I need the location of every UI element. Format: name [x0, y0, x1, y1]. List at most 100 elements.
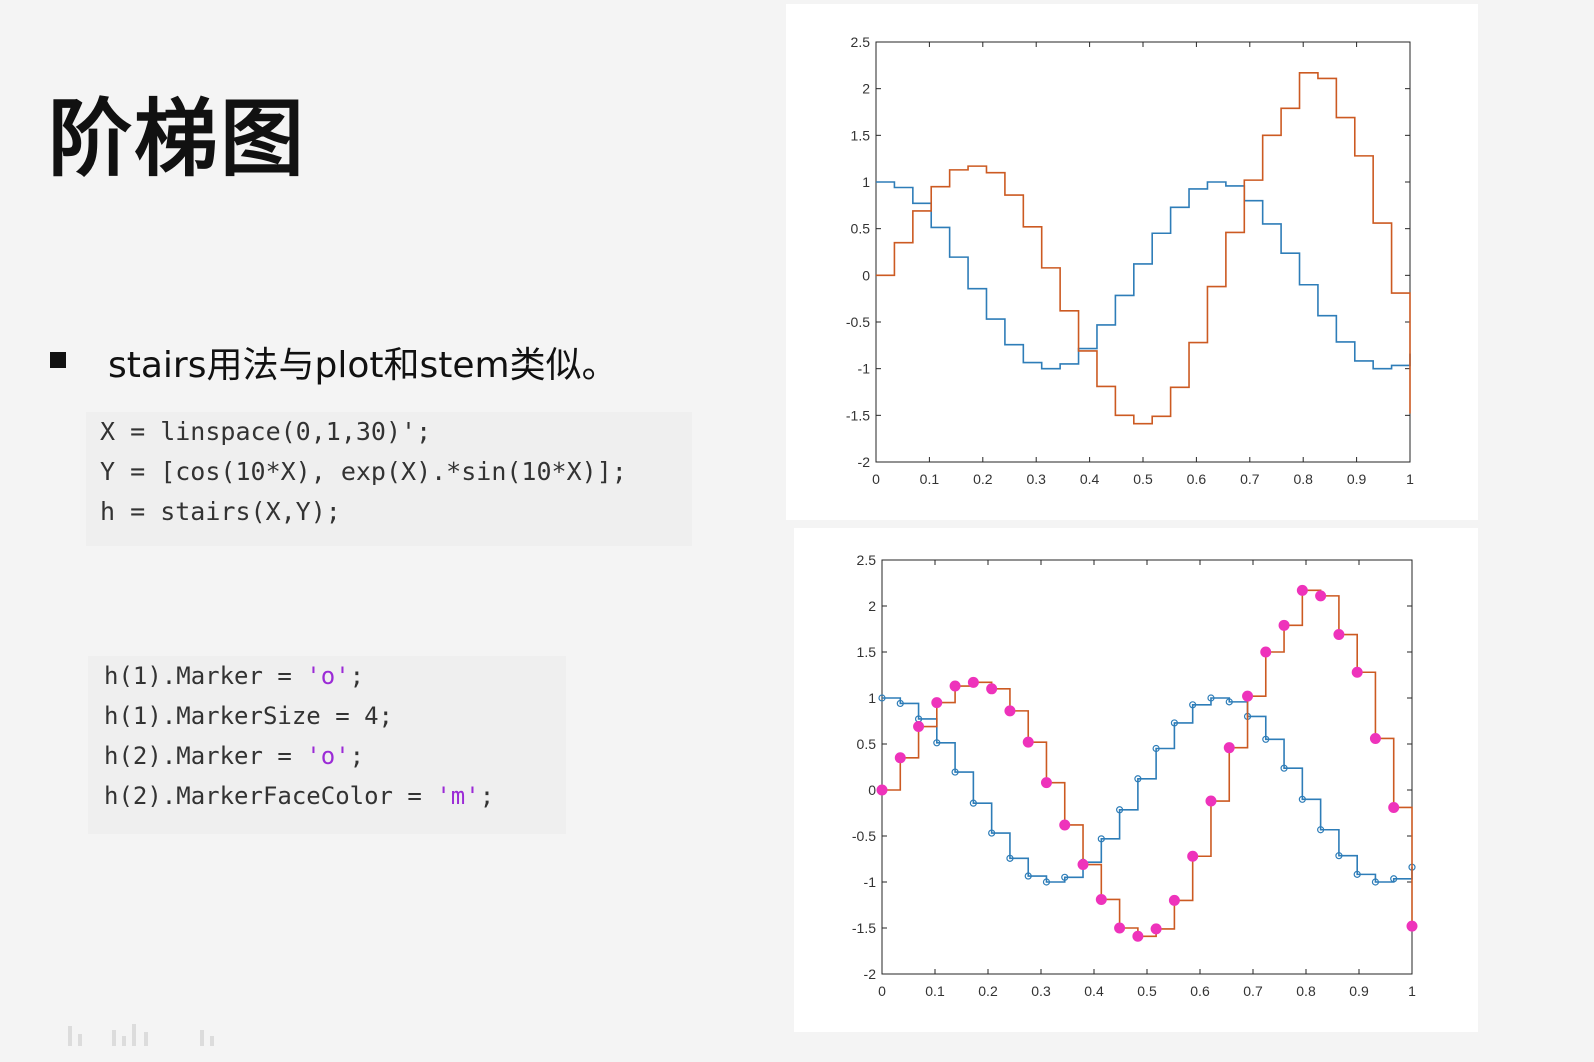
series-2-marker — [1223, 742, 1235, 754]
series-1-marker — [1024, 872, 1032, 880]
series-1-marker — [969, 799, 977, 807]
y-tick-label: -0.5 — [846, 314, 870, 330]
series-2-marker — [1351, 666, 1363, 678]
code-block-markers: h(1).Marker = 'o'; h(1).MarkerSize = 4; … — [88, 656, 566, 834]
code-text: h(1).Marker = — [104, 662, 307, 690]
code-line: h(1).MarkerSize = 4; — [88, 696, 566, 736]
code-line: h(2).Marker = 'o'; — [88, 736, 566, 776]
series-2-marker — [1278, 619, 1290, 631]
series-1-marker — [1280, 764, 1288, 772]
y-tick-label: 0.5 — [851, 221, 871, 237]
stairs-marker-plot-panel: 0 0.1 0.2 0.3 0.4 0.5 0.6 0.7 0.8 0.9 1 2.5 2 1.5 1 0.5… — [794, 528, 1478, 1032]
x-tick-label: 1 — [1408, 983, 1416, 999]
slide-title: 阶梯图 — [48, 90, 307, 188]
x-tick-label: 0 — [872, 471, 880, 487]
code-string: 'o' — [306, 742, 350, 770]
x-tick-label: 0.1 — [920, 471, 940, 487]
x-tick-label: 0.2 — [973, 471, 993, 487]
plot-area — [875, 41, 1411, 463]
series-2-marker — [1168, 894, 1180, 906]
series-1-marker — [988, 829, 996, 837]
code-text: h(1).MarkerSize = 4; — [104, 702, 393, 730]
series-2-marker — [1187, 850, 1199, 862]
series-2-marker — [1004, 705, 1016, 717]
series-1-marker — [1006, 854, 1014, 862]
bullet-square-icon — [50, 352, 66, 368]
code-text: ; — [479, 782, 495, 810]
series-1-marker — [951, 768, 959, 776]
series-2-marker — [931, 697, 943, 709]
y-tick-label: 1.5 — [851, 127, 871, 143]
code-text: ; — [349, 742, 365, 770]
x-tick-label: 0.5 — [1133, 471, 1153, 487]
series-1-marker — [878, 694, 886, 702]
y-tick-label: -1.5 — [852, 920, 876, 936]
y-tick-label: -2 — [864, 966, 877, 982]
y-tick-label: 0 — [868, 782, 876, 798]
x-tick-label: 0.6 — [1190, 983, 1210, 999]
code-line: X = linspace(0,1,30)'; — [100, 417, 432, 446]
series-2-marker — [1114, 922, 1126, 934]
series-2-marker — [1205, 795, 1217, 807]
series-2-marker — [1132, 930, 1144, 942]
series-2-marker — [876, 784, 888, 796]
x-tick-label: 0.6 — [1187, 471, 1207, 487]
series-2-marker — [1406, 920, 1418, 932]
y-tick-label: -1 — [858, 361, 871, 377]
y-tick-label: -1 — [864, 874, 877, 890]
stairs-marker-plot-svg: 0 0.1 0.2 0.3 0.4 0.5 0.6 0.7 0.8 0.9 1 2.5 2 1.5 1 0.5… — [852, 552, 1418, 999]
series-1-marker — [1371, 878, 1380, 886]
y-tick-label: 0.5 — [857, 736, 877, 752]
series-2-marker — [1333, 629, 1345, 641]
series-2-marker — [894, 752, 906, 764]
code-string: 'o' — [306, 662, 350, 690]
x-tick-label: 0.7 — [1243, 983, 1263, 999]
series-2-marker — [1022, 736, 1034, 748]
series-1-stairs-line — [876, 181, 1411, 370]
stairs-plot-svg: 0 0.1 0.2 0.3 0.4 0.5 0.6 0.7 0.8 0.9 1 2.5 2 1.5 1 0.5… — [846, 34, 1414, 487]
code-text: h(2).Marker = — [104, 742, 307, 770]
code-line: h = stairs(X,Y); — [100, 497, 341, 526]
series-1-marker — [1189, 701, 1197, 709]
series-1-marker — [1042, 878, 1051, 886]
series-2-marker — [1040, 777, 1052, 789]
series-1-marker — [1262, 735, 1270, 743]
code-text: h(2).MarkerFaceColor = — [104, 782, 437, 810]
code-block-stairs: X = linspace(0,1,30)'; Y = [cos(10*X), e… — [86, 412, 692, 546]
series-1-marker — [1207, 694, 1215, 702]
x-tick-label: 0.9 — [1349, 983, 1369, 999]
series-2-marker — [1059, 819, 1071, 831]
y-tick-label: -2 — [858, 454, 871, 470]
x-tick-label: 0.2 — [978, 983, 998, 999]
series-1-marker — [1353, 870, 1361, 878]
series-1-marker — [1115, 806, 1124, 814]
x-tick-label: 0.3 — [1031, 983, 1051, 999]
series-1-marker — [1335, 852, 1343, 860]
x-tick-label: 1 — [1406, 471, 1414, 487]
series-2-marker — [986, 683, 998, 695]
plot-area — [881, 559, 1413, 975]
y-tick-label: 1 — [868, 690, 876, 706]
series-2-marker — [913, 721, 925, 733]
code-text: ; — [349, 662, 365, 690]
x-tick-label: 0.5 — [1137, 983, 1157, 999]
series-1-marker — [1152, 744, 1160, 753]
series-2-marker — [1315, 590, 1327, 602]
x-tick-label: 0.3 — [1026, 471, 1046, 487]
series-1-marker — [933, 739, 941, 747]
series-1-marker — [1225, 698, 1233, 706]
y-tick-label: 2 — [862, 81, 870, 97]
series-1-marker — [896, 699, 904, 708]
y-tick-label: 1.5 — [857, 644, 877, 660]
x-tick-label: 0.7 — [1240, 471, 1260, 487]
stairs-plot-panel: 0 0.1 0.2 0.3 0.4 0.5 0.6 0.7 0.8 0.9 1 2.5 2 1.5 1 0.5… — [786, 4, 1478, 520]
x-tick-label: 0.1 — [925, 983, 945, 999]
x-tick-label: 0.9 — [1347, 471, 1367, 487]
y-tick-label: 2.5 — [851, 34, 871, 50]
series-2-marker — [949, 680, 961, 692]
y-tick-label: -1.5 — [846, 407, 870, 423]
series-1-stairs-line — [882, 697, 1413, 883]
x-tick-label: 0.4 — [1084, 983, 1104, 999]
series-2-marker — [1388, 801, 1400, 813]
series-1-marker — [1317, 826, 1325, 834]
